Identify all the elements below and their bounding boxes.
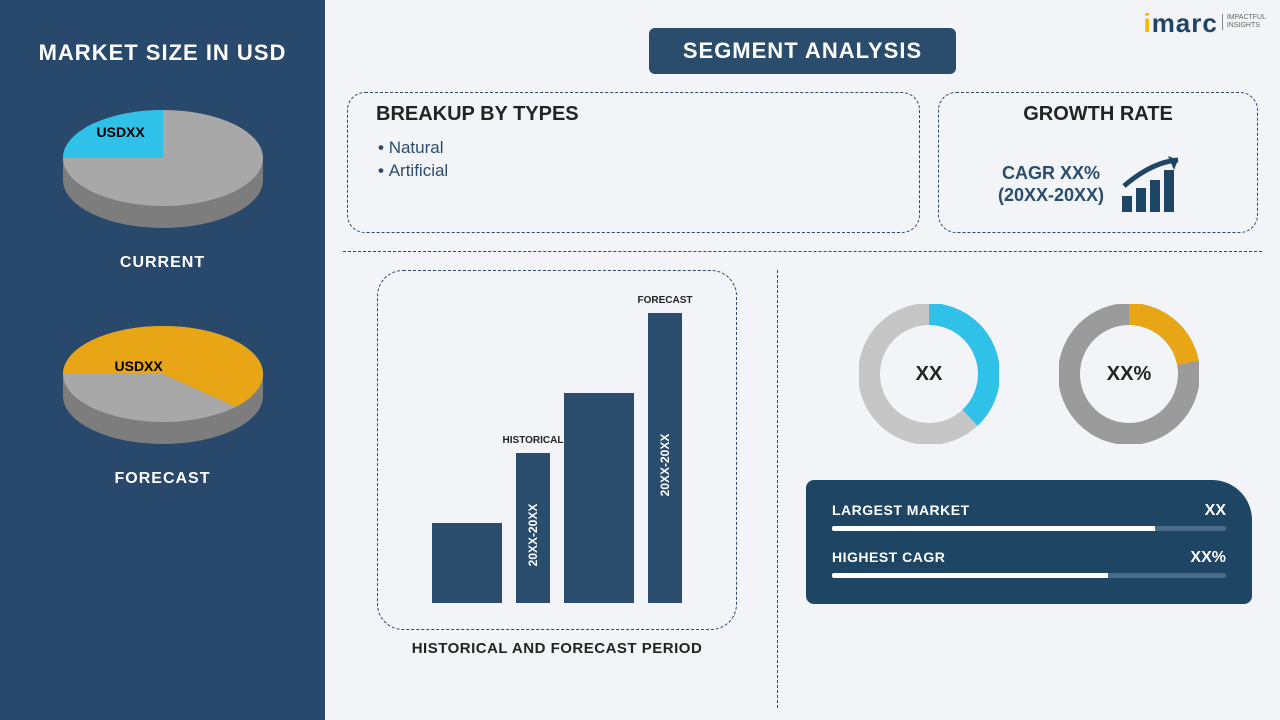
growth-box: GROWTH RATE CAGR XX% (20XX-20XX)	[938, 92, 1258, 233]
info-row: LARGEST MARKET XX	[832, 502, 1226, 531]
sidebar: MARKET SIZE IN USD USDXX CURRENT USDXX F…	[0, 0, 325, 720]
breakup-box: BREAKUP BY TYPES Natural Artificial	[347, 92, 920, 233]
bar-year-label: 20XX-20XX	[526, 504, 540, 567]
pie-caption: FORECAST	[115, 470, 211, 488]
bar-top-label: HISTORICAL	[503, 435, 564, 446]
page-title: SEGMENT ANALYSIS	[649, 28, 956, 74]
growth-line-2: (20XX-20XX)	[998, 184, 1104, 207]
bar	[564, 393, 634, 603]
main-panel: imarc IMPACTFUL INSIGHTS SEGMENT ANALYSI…	[325, 0, 1280, 720]
logo-tag-2: INSIGHTS	[1227, 22, 1266, 30]
info-card: LARGEST MARKET XX HIGHEST CAGR XX%	[806, 480, 1252, 604]
bar-top-label: FORECAST	[638, 295, 693, 306]
pie-value-label: USDXX	[97, 124, 145, 140]
bar-chart: HISTORICAL20XX-20XXFORECAST20XX-20XX	[377, 270, 737, 630]
donut-center: XX	[859, 304, 999, 444]
growth-line-1: CAGR XX%	[998, 162, 1104, 185]
bar-chart-section: HISTORICAL20XX-20XXFORECAST20XX-20XX HIS…	[347, 270, 767, 708]
breakup-item: Artificial	[378, 161, 895, 181]
sidebar-title: MARKET SIZE IN USD	[39, 40, 287, 66]
breakup-item: Natural	[378, 138, 895, 158]
vertical-divider	[777, 270, 778, 708]
bar-caption: HISTORICAL AND FORECAST PERIOD	[412, 640, 703, 657]
bar-year-label: 20XX-20XX	[658, 434, 672, 497]
pie-current: USDXX CURRENT	[53, 96, 273, 272]
logo-dot: i	[1143, 8, 1151, 38]
brand-logo: imarc IMPACTFUL INSIGHTS	[1143, 8, 1266, 39]
right-metrics: XX XX% LARGEST MARKET XX HIGHEST CAGR XX…	[788, 270, 1258, 708]
info-label: HIGHEST CAGR	[832, 549, 945, 565]
pie-caption: CURRENT	[120, 254, 205, 272]
logo-text: marc	[1152, 8, 1218, 38]
info-value: XX%	[1190, 549, 1226, 567]
info-bar	[832, 573, 1226, 578]
breakup-title: BREAKUP BY TYPES	[376, 103, 895, 126]
pie-forecast: USDXX FORECAST	[53, 312, 273, 488]
donut: XX	[859, 304, 999, 444]
bar: FORECAST20XX-20XX	[648, 313, 682, 603]
breakup-list: Natural Artificial	[372, 138, 895, 181]
info-label: LARGEST MARKET	[832, 502, 970, 518]
info-value: XX	[1205, 502, 1226, 520]
donut: XX%	[1059, 304, 1199, 444]
bar: HISTORICAL20XX-20XX	[516, 453, 550, 603]
info-bar	[832, 526, 1226, 531]
donut-center: XX%	[1059, 304, 1199, 444]
bar	[432, 523, 502, 603]
donut-row: XX XX%	[806, 304, 1252, 444]
logo-tag-1: IMPACTFUL	[1227, 14, 1266, 22]
info-row: HIGHEST CAGR XX%	[832, 549, 1226, 578]
growth-chart-icon	[1118, 152, 1198, 216]
pie-value-label: USDXX	[115, 358, 163, 374]
growth-title: GROWTH RATE	[1023, 103, 1173, 126]
